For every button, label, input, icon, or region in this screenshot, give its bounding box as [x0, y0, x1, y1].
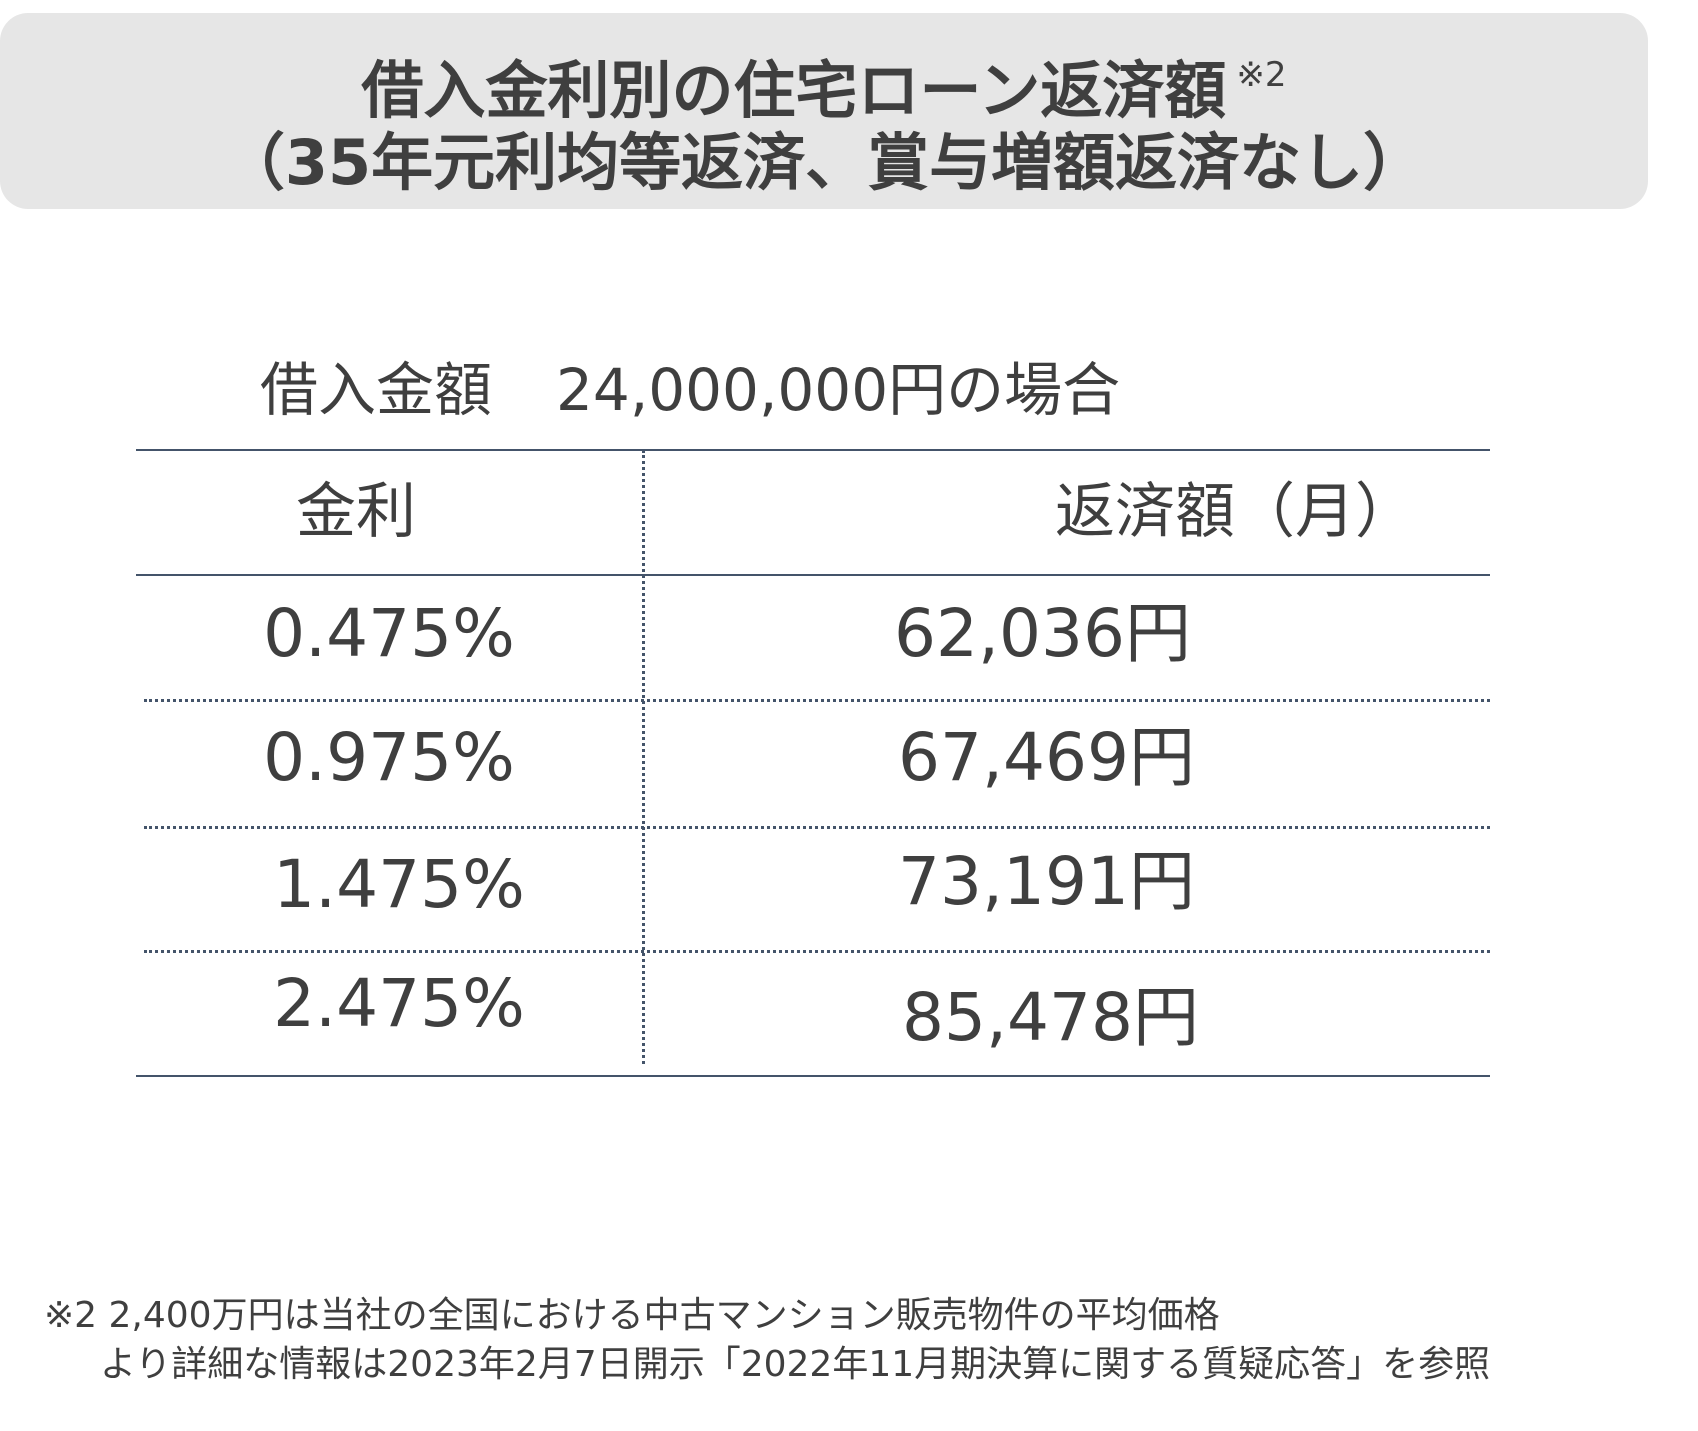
header-rate: 金利: [296, 477, 416, 547]
loan-amount-label: 借入金額: [260, 356, 493, 424]
footnote-line-1: ※2 2,400万円は当社の全国における中古マンション販売物件の平均価格: [44, 1295, 1220, 1336]
row-divider: [144, 826, 1490, 829]
page-subtitle: （35年元利均等返済、賞与増額返済なし）: [222, 126, 1426, 199]
row-divider: [144, 699, 1490, 702]
page-title: 借入金利別の住宅ローン返済額 ※2: [0, 35, 1648, 131]
title-note-mark: ※2: [1236, 55, 1287, 95]
table-row-payment: 62,036円: [894, 595, 1191, 672]
table-row-payment: 73,191円: [898, 843, 1195, 920]
footnote-line-2: より詳細な情報は2023年2月7日開示「2022年11月期決算に関する質疑応答」…: [100, 1344, 1491, 1385]
table-row-rate: 2.475%: [273, 965, 525, 1042]
table-row-payment: 67,469円: [898, 719, 1195, 796]
column-divider: [642, 450, 645, 1064]
table-bottom-rule: [136, 1075, 1490, 1077]
header-payment: 返済額（月）: [1055, 477, 1415, 547]
table-row-rate: 0.475%: [263, 595, 515, 672]
page-title-text: 借入金利別の住宅ローン返済額: [361, 54, 1227, 127]
loan-amount-caption: 借入金額 24,000,000円の場合: [260, 355, 1120, 425]
loan-amount-value: 24,000,000円の場合: [556, 356, 1121, 424]
table-top-rule: [136, 449, 1490, 451]
table-row-payment: 85,478円: [902, 979, 1199, 1056]
title-banner: 借入金利別の住宅ローン返済額 ※2 （35年元利均等返済、賞与増額返済なし）: [0, 13, 1648, 209]
table-header-rule: [136, 574, 1490, 576]
row-divider: [144, 950, 1490, 953]
table-row-rate: 1.475%: [273, 846, 525, 923]
table-row-rate: 0.975%: [263, 719, 515, 796]
